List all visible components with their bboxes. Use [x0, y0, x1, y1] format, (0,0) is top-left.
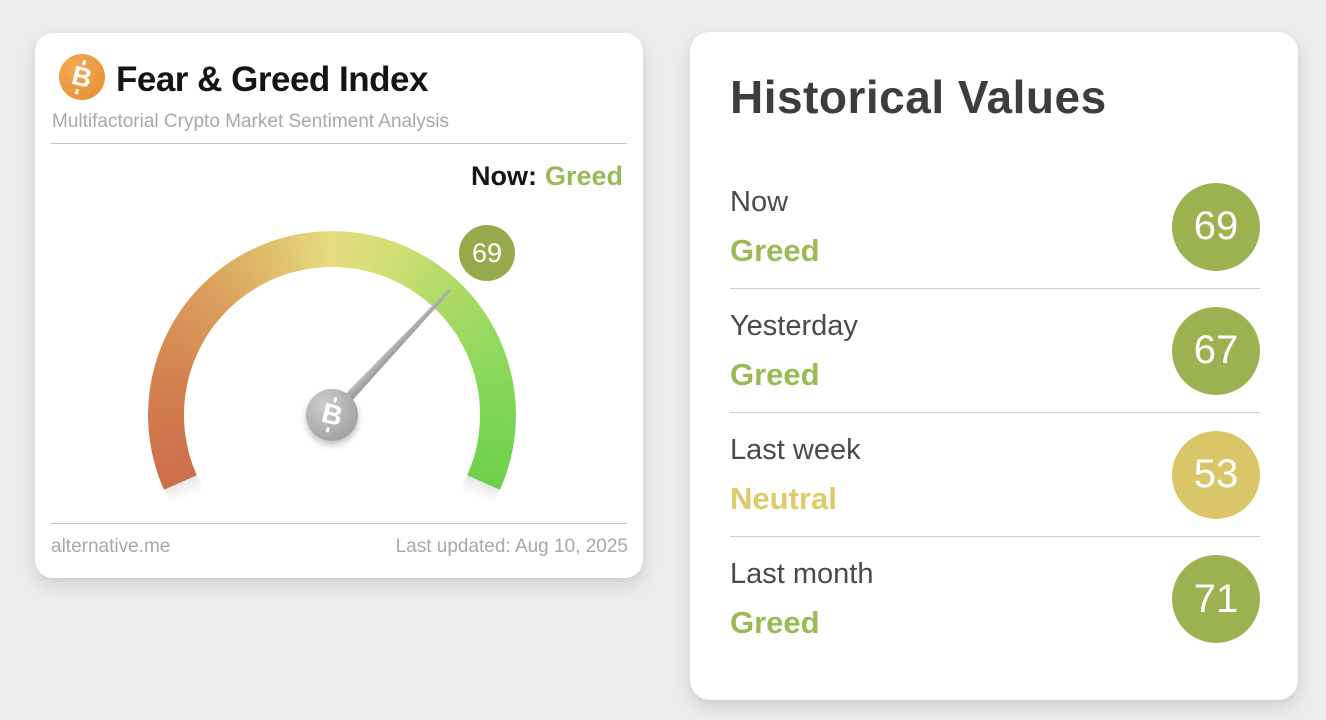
row-classification: Neutral	[730, 480, 837, 516]
current-reading: Now: Greed	[471, 161, 623, 192]
bitcoin-b-glyph: B	[318, 396, 346, 433]
row-label: Yesterday	[730, 309, 858, 342]
historical-values-card: Historical Values Now Greed 69 Yesterday…	[690, 32, 1298, 700]
row-classification: Greed	[730, 356, 820, 392]
historical-rows: Now Greed 69 Yesterday Greed 67 Last wee…	[730, 165, 1260, 661]
historical-row-now: Now Greed 69	[730, 165, 1260, 289]
row-label: Last week	[730, 433, 861, 466]
gauge-value-badge: 69	[459, 225, 515, 281]
row-value-badge: 69	[1172, 182, 1260, 271]
bitcoin-icon: B	[59, 54, 105, 100]
now-classification: Greed	[544, 161, 623, 191]
footer-divider	[51, 523, 627, 524]
row-classification: Greed	[730, 605, 820, 640]
fear-greed-card: B Fear & Greed Index Multifactorial Cryp…	[35, 33, 643, 599]
row-value-badge: 53	[1172, 430, 1260, 519]
row-value-badge: 71	[1172, 555, 1260, 643]
widget-title: Fear & Greed Index	[116, 60, 428, 99]
historical-row-yesterday: Yesterday Greed 67	[730, 289, 1260, 413]
historical-row-last-week: Last week Neutral 53	[730, 413, 1260, 537]
header-divider	[51, 143, 627, 144]
row-value-badge: 67	[1172, 306, 1260, 395]
widget-subtitle: Multifactorial Crypto Market Sentiment A…	[52, 111, 450, 132]
source-link[interactable]: alternative.me	[51, 536, 171, 557]
gauge-hub-bitcoin-icon: B	[306, 389, 358, 441]
historical-values-title: Historical Values	[730, 71, 1107, 123]
row-classification: Greed	[730, 232, 820, 268]
row-label: Last month	[730, 558, 874, 590]
bitcoin-b-glyph: B	[69, 59, 96, 95]
now-label: Now:	[470, 161, 537, 191]
historical-row-last-month: Last month Greed 71	[730, 537, 1260, 661]
last-updated-text: Last updated: Aug 10, 2025	[395, 536, 628, 557]
row-label: Now	[730, 185, 789, 218]
